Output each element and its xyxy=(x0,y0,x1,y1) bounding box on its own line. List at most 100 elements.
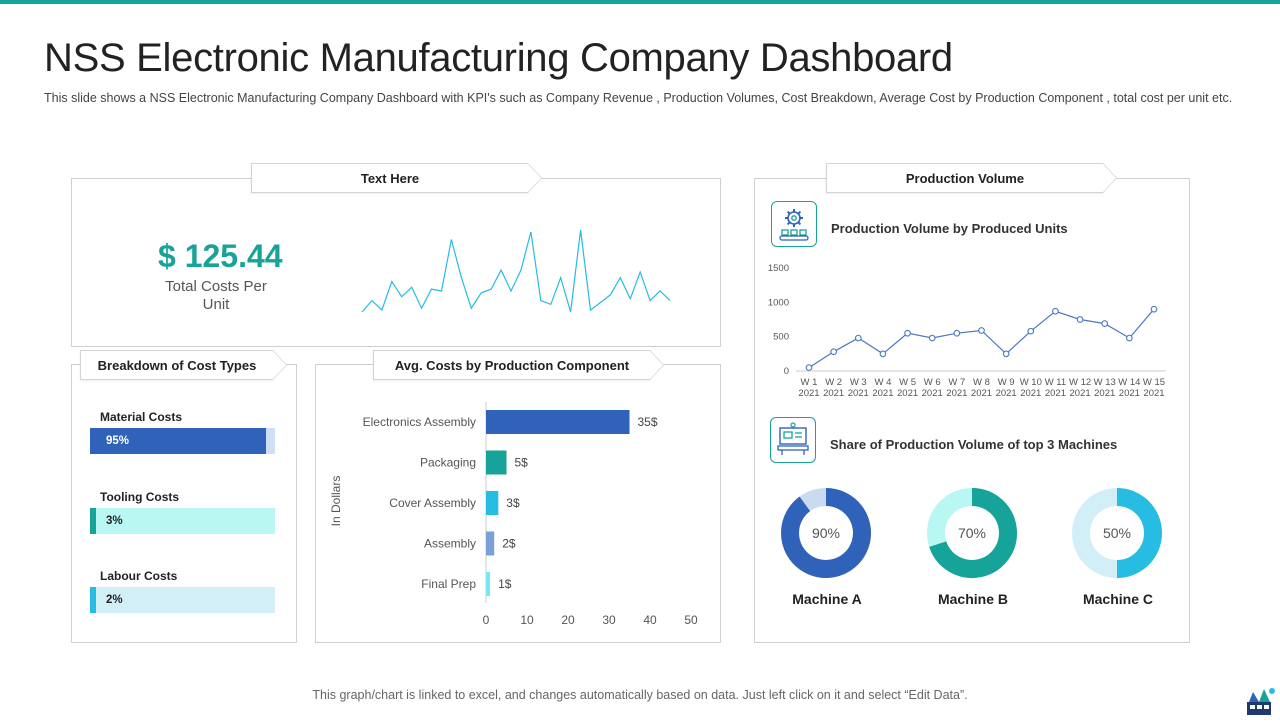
donut-slice[interactable] xyxy=(929,488,1017,578)
bar-final-prep[interactable] xyxy=(486,572,491,596)
x-tick-label: W 6 xyxy=(924,377,941,388)
bar-value-label: 5$ xyxy=(515,456,529,470)
x-tick-year-label: 2021 xyxy=(922,388,943,399)
machine-c-donut[interactable]: 50% xyxy=(1070,486,1164,580)
kpi-panel xyxy=(71,178,721,347)
x-tick-year-label: 2021 xyxy=(897,388,918,399)
x-tick-label: 40 xyxy=(643,613,657,627)
cost-type-bar-fill xyxy=(90,508,96,534)
machine-b-donut[interactable]: 70% xyxy=(925,486,1019,580)
x-tick-year-label: 2021 xyxy=(798,388,819,399)
cost-sparkline xyxy=(361,229,671,313)
x-tick-year-label: 2021 xyxy=(1119,388,1140,399)
x-tick-label: W 7 xyxy=(948,377,965,388)
bar-category-label: Cover Assembly xyxy=(389,496,476,510)
donut-slice[interactable] xyxy=(1116,488,1162,578)
cost-type-bar-fill xyxy=(90,428,266,454)
line-data-point[interactable] xyxy=(1150,305,1158,313)
x-tick-label: W 4 xyxy=(874,377,891,388)
line-data-point[interactable] xyxy=(1027,327,1035,335)
cost-type-percent: 95% xyxy=(106,435,130,447)
avg-cost-panel-tab: Avg. Costs by Production Component xyxy=(373,350,664,380)
y-tick-label: 1000 xyxy=(768,297,789,308)
x-tick-label: W 9 xyxy=(998,377,1015,388)
sparkline-series xyxy=(361,229,671,313)
y-tick-label: 500 xyxy=(773,332,789,343)
line-data-point[interactable] xyxy=(1052,307,1059,315)
bar-category-label: Final Prep xyxy=(421,577,476,591)
production-panel-tab: Production Volume xyxy=(826,163,1117,193)
x-tick-label: W 13 xyxy=(1094,377,1116,388)
line-data-point[interactable] xyxy=(854,334,862,342)
x-tick-year-label: 2021 xyxy=(1143,388,1164,399)
line-data-point[interactable] xyxy=(1002,350,1010,358)
x-tick-label: W 15 xyxy=(1143,377,1165,388)
kpi-panel-tab: Text Here xyxy=(251,163,542,193)
x-tick-label: W 8 xyxy=(973,377,990,388)
bar-value-label: 3$ xyxy=(506,496,520,510)
y-tick-label: 1500 xyxy=(768,263,789,274)
top-accent-bar xyxy=(0,0,1280,4)
line-data-point[interactable] xyxy=(830,348,837,356)
bar-value-label: 35$ xyxy=(638,415,658,429)
line-data-point[interactable] xyxy=(1126,334,1133,342)
line-data-point[interactable] xyxy=(953,329,961,337)
line-data-point[interactable] xyxy=(904,329,911,337)
donut-percent-label: 70% xyxy=(958,525,986,541)
bar-value-label: 1$ xyxy=(498,577,512,591)
machine-a-donut[interactable]: 90% xyxy=(779,486,873,580)
x-tick-year-label: 2021 xyxy=(823,388,844,399)
cost-type-percent: 3% xyxy=(106,515,123,527)
cost-type-label: Tooling Costs xyxy=(100,490,180,504)
total-cost-value: $ 125.44 xyxy=(158,238,283,274)
cost-type-bar[interactable]: 2% xyxy=(90,587,275,613)
breakdown-panel-tab: Breakdown of Cost Types xyxy=(80,350,287,380)
bar-electronics-assembly[interactable] xyxy=(486,410,630,434)
page-title: NSS Electronic Manufacturing Company Das… xyxy=(44,36,953,80)
y-axis-label: In Dollars xyxy=(329,476,343,527)
x-tick-label: W 1 xyxy=(801,377,818,388)
cost-type-label: Material Costs xyxy=(100,410,183,424)
x-tick-year-label: 2021 xyxy=(996,388,1017,399)
bar-category-label: Packaging xyxy=(420,456,476,470)
line-data-point[interactable] xyxy=(1076,316,1084,323)
machine-c-label: Machine C xyxy=(1082,591,1153,607)
x-tick-label: W 3 xyxy=(850,377,867,388)
line-data-point[interactable] xyxy=(978,327,985,334)
x-tick-label: W 2 xyxy=(825,377,842,388)
line-data-point[interactable] xyxy=(1101,320,1109,327)
donut-slice[interactable] xyxy=(781,488,871,578)
machine-a-label: Machine A xyxy=(792,591,862,607)
total-cost-label: Total Costs Per Unit xyxy=(165,278,267,313)
donut-percent-label: 50% xyxy=(1103,525,1131,541)
machine-icon xyxy=(770,417,816,463)
x-tick-label: W 5 xyxy=(899,377,916,388)
line-data-point[interactable] xyxy=(879,350,887,358)
bar-cover-assembly[interactable] xyxy=(486,491,499,515)
bar-category-label: Electronics Assembly xyxy=(363,415,476,429)
line-data-point[interactable] xyxy=(928,334,936,342)
x-tick-year-label: 2021 xyxy=(971,388,992,399)
x-tick-label: 10 xyxy=(520,613,534,627)
x-tick-year-label: 2021 xyxy=(946,388,967,399)
x-tick-year-label: 2021 xyxy=(848,388,869,399)
company-logo-icon xyxy=(1243,684,1277,718)
x-tick-year-label: 2021 xyxy=(1020,388,1041,399)
x-tick-year-label: 2021 xyxy=(872,388,893,399)
bar-assembly[interactable] xyxy=(486,531,495,556)
bar-value-label: 2$ xyxy=(502,537,516,551)
production-line-title: Production Volume by Produced Units xyxy=(831,221,1068,236)
x-tick-label: 20 xyxy=(561,613,575,627)
line-data-point[interactable] xyxy=(805,364,813,371)
cost-type-bar[interactable]: 3% xyxy=(90,508,275,534)
cost-type-bar[interactable]: 95% xyxy=(90,428,275,454)
bar-packaging[interactable] xyxy=(486,450,507,475)
bar-category-label: Assembly xyxy=(424,537,476,551)
page-subtitle: This slide shows a NSS Electronic Manufa… xyxy=(44,91,1233,105)
x-tick-label: W 10 xyxy=(1020,377,1042,388)
x-tick-label: W 11 xyxy=(1045,377,1066,388)
avg-cost-bar-chart[interactable]: Electronics Assembly 35$ Packaging 5$ Cover … xyxy=(316,396,718,636)
x-tick-label: 50 xyxy=(684,613,698,627)
gear-conveyor-icon xyxy=(771,201,817,247)
